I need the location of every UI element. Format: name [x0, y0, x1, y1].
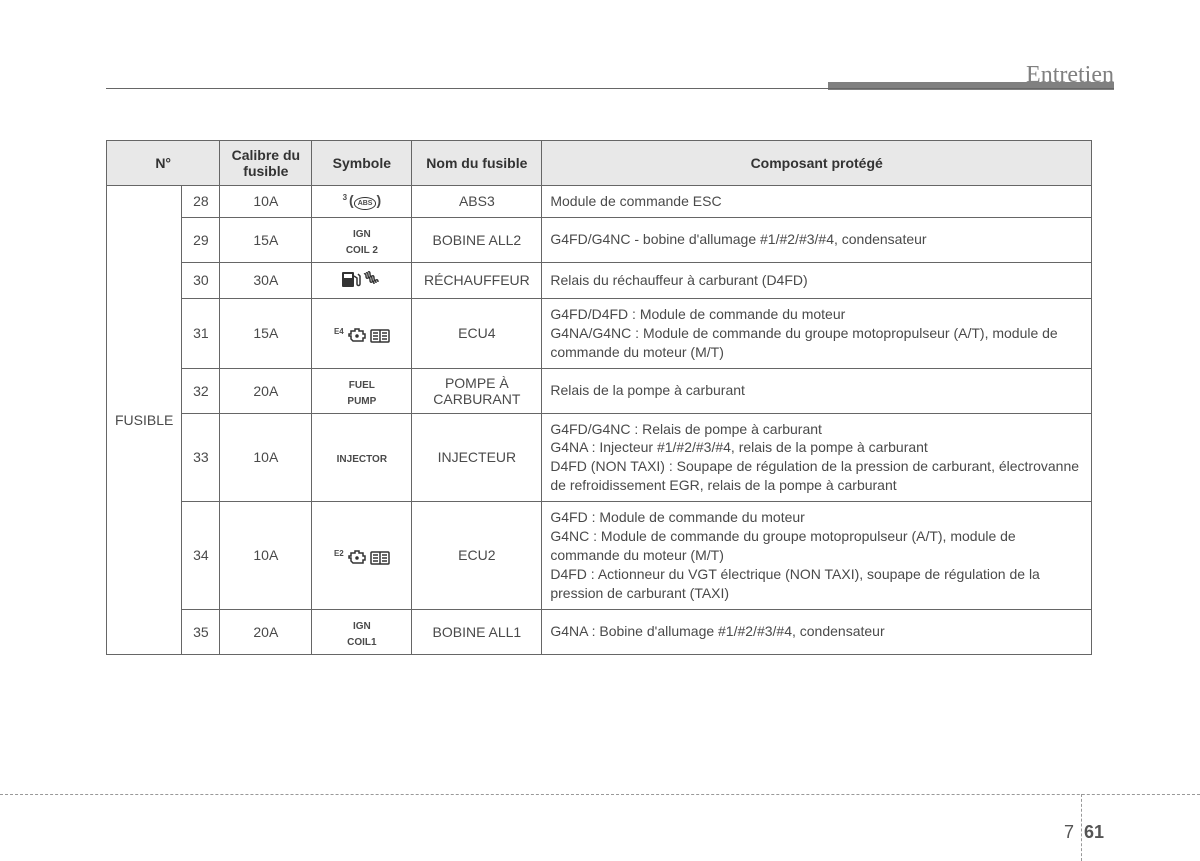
cell-nom: BOBINE ALL2 — [412, 217, 542, 262]
th-nom: Nom du fusible — [412, 141, 542, 186]
cell-nom: INJECTEUR — [412, 413, 542, 502]
cell-calibre: 10A — [220, 502, 312, 609]
cell-symbol: 3(ABS) — [312, 186, 412, 218]
cell-symbol: IGNCOIL 2 — [312, 217, 412, 262]
cell-composant: Module de commande ESC — [542, 186, 1092, 218]
page-section-title: Entretien — [1026, 62, 1114, 89]
ecu-icon: E2 — [334, 549, 390, 567]
cell-symbol: E2 — [312, 502, 412, 609]
table-row: 3520A IGNCOIL1 BOBINE ALL1G4NA : Bobine d'… — [107, 609, 1092, 654]
table-row: 2915A IGNCOIL 2 BOBINE ALL2G4FD/G4NC - bob… — [107, 217, 1092, 262]
cell-composant: Relais du réchauffeur à carburant (D4FD) — [542, 262, 1092, 298]
cell-number: 30 — [182, 262, 220, 298]
cell-symbol: IGNCOIL1 — [312, 609, 412, 654]
table-row: 3220A FUELPUMP POMPE À CARBURANTRelais de … — [107, 368, 1092, 413]
cell-calibre: 30A — [220, 262, 312, 298]
table-header: N° Calibre du fusible Symbole Nom du fus… — [107, 141, 1092, 186]
cell-composant: G4FD/G4NC - bobine d'allumage #1/#2/#3/#… — [542, 217, 1092, 262]
cell-symbol: E4 — [312, 298, 412, 368]
cell-nom: POMPE À CARBURANT — [412, 368, 542, 413]
symbol-text: IGNCOIL 2 — [346, 229, 378, 256]
symbol-text: INJECTOR — [337, 454, 387, 465]
abs-icon: 3(ABS) — [343, 192, 382, 210]
cell-number: 28 — [182, 186, 220, 218]
table-row: FUSIBLE2810A3(ABS)ABS3Module de commande… — [107, 186, 1092, 218]
cell-number: 32 — [182, 368, 220, 413]
cell-composant: Relais de la pompe à carburant — [542, 368, 1092, 413]
table-row: 3310A INJECTOR INJECTEURG4FD/G4NC : Relais… — [107, 413, 1092, 502]
th-composant: Composant protégé — [542, 141, 1092, 186]
cell-nom: RÉCHAUFFEUR — [412, 262, 542, 298]
header-rule — [106, 88, 1114, 89]
fuse-table: N° Calibre du fusible Symbole Nom du fus… — [106, 140, 1092, 655]
cell-calibre: 10A — [220, 186, 312, 218]
th-number: N° — [107, 141, 220, 186]
footer-dashed-divider — [1081, 794, 1082, 861]
page-number-section: 7 — [1064, 822, 1074, 843]
th-symbole: Symbole — [312, 141, 412, 186]
cell-composant: G4FD/D4FD : Module de commande du moteur… — [542, 298, 1092, 368]
symbol-text: FUELPUMP — [347, 380, 376, 407]
cell-symbol: FUELPUMP — [312, 368, 412, 413]
cell-number: 29 — [182, 217, 220, 262]
footer-dashed-line — [0, 794, 1200, 795]
cell-calibre: 15A — [220, 298, 312, 368]
cell-symbol — [312, 262, 412, 298]
table-row: 3410A E2 ECU2G4FD : Module de commande du … — [107, 502, 1092, 609]
cell-nom: ECU4 — [412, 298, 542, 368]
table-body: FUSIBLE2810A3(ABS)ABS3Module de commande… — [107, 186, 1092, 655]
table-row: 3115A E4 ECU4G4FD/D4FD : Module de command… — [107, 298, 1092, 368]
cell-calibre: 20A — [220, 368, 312, 413]
cell-symbol: INJECTOR — [312, 413, 412, 502]
ecu-icon: E4 — [334, 327, 390, 345]
cell-number: 34 — [182, 502, 220, 609]
fuel-pump-icon — [340, 276, 384, 292]
cell-number: 31 — [182, 298, 220, 368]
cell-calibre: 10A — [220, 413, 312, 502]
cell-composant: G4FD : Module de commande du moteurG4NC … — [542, 502, 1092, 609]
cell-calibre: 15A — [220, 217, 312, 262]
symbol-text: IGNCOIL1 — [347, 621, 376, 648]
cell-composant: G4FD/G4NC : Relais de pompe à carburantG… — [542, 413, 1092, 502]
page-number: 61 — [1084, 822, 1104, 843]
cell-nom: BOBINE ALL1 — [412, 609, 542, 654]
cell-number: 35 — [182, 609, 220, 654]
cell-nom: ECU2 — [412, 502, 542, 609]
th-calibre: Calibre du fusible — [220, 141, 312, 186]
table-row: 3030A RÉCHAUFFEURRelais du réchauffeur à … — [107, 262, 1092, 298]
cell-number: 33 — [182, 413, 220, 502]
cell-composant: G4NA : Bobine d'allumage #1/#2/#3/#4, co… — [542, 609, 1092, 654]
cell-nom: ABS3 — [412, 186, 542, 218]
cell-calibre: 20A — [220, 609, 312, 654]
category-label: FUSIBLE — [107, 186, 182, 655]
